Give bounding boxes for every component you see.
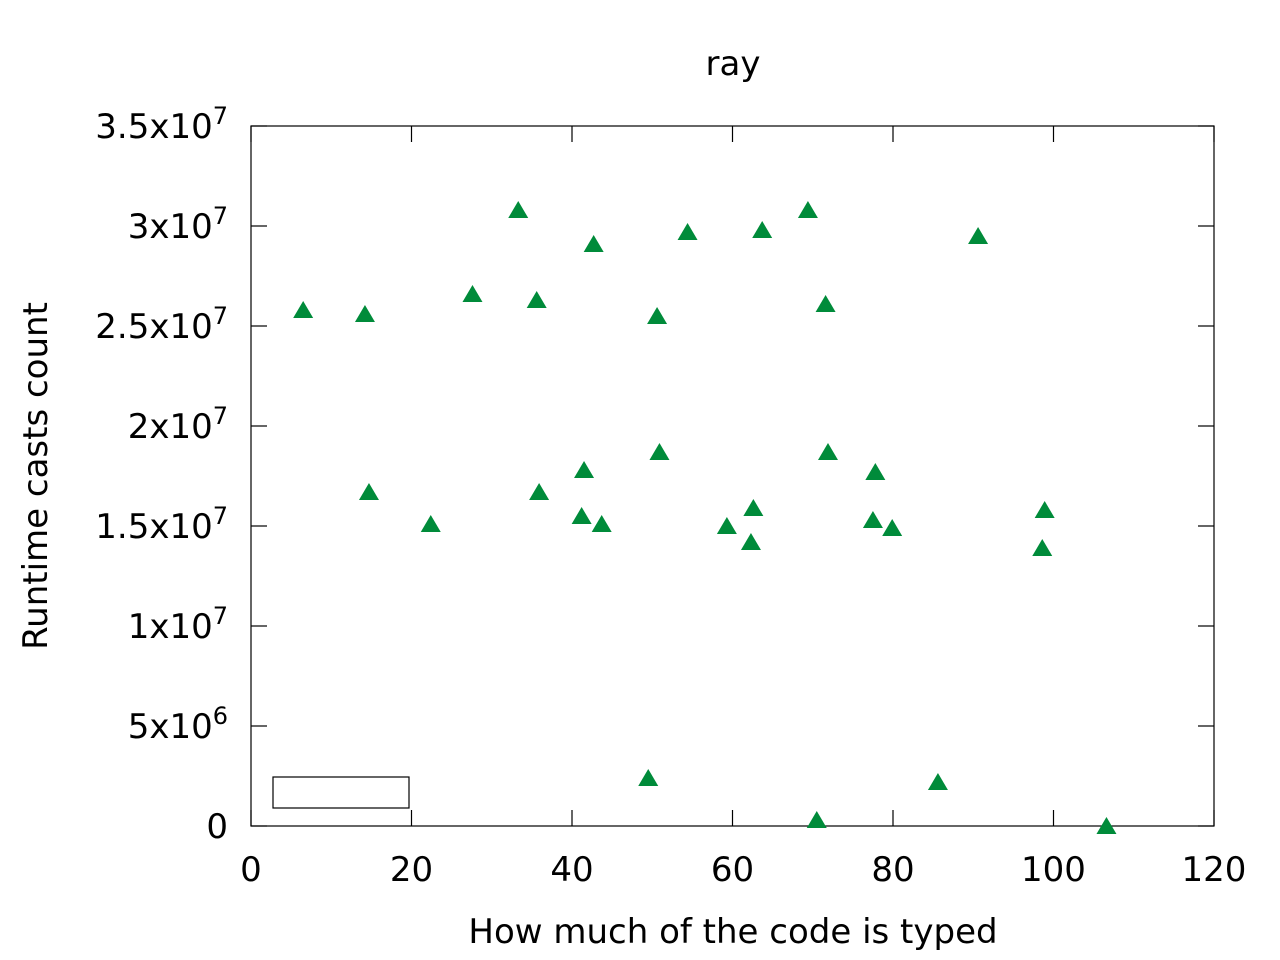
data-point <box>647 307 668 324</box>
data-point <box>420 515 441 532</box>
data-point <box>743 499 764 516</box>
data-point <box>882 519 903 536</box>
data-point <box>927 773 948 790</box>
data-point <box>815 295 836 312</box>
data-point <box>358 483 379 500</box>
y-tick-label: 3.5x107 <box>95 102 228 147</box>
data-points <box>293 201 1117 834</box>
y-tick-label: 2.5x107 <box>95 302 228 347</box>
data-point <box>817 443 838 460</box>
data-point <box>716 517 737 534</box>
data-point <box>571 507 592 524</box>
y-axis-label: Runtime casts count <box>16 302 56 650</box>
data-point <box>591 515 612 532</box>
y-tick-label: 5x106 <box>128 702 228 747</box>
y-tick-label: 1x107 <box>128 602 228 647</box>
data-point <box>649 443 670 460</box>
data-point <box>968 227 989 244</box>
x-axis: 0 20 40 60 80 100 120 <box>240 126 1246 890</box>
data-point <box>677 223 698 240</box>
data-point <box>293 301 314 318</box>
data-point <box>797 201 818 218</box>
data-point <box>574 461 595 478</box>
x-tick-label: 40 <box>550 850 593 890</box>
data-point <box>865 463 886 480</box>
data-point <box>529 483 550 500</box>
x-tick-label: 20 <box>390 850 433 890</box>
data-point <box>740 533 761 550</box>
data-point <box>1032 539 1053 556</box>
data-point <box>806 811 827 828</box>
x-tick-label: 60 <box>711 850 754 890</box>
data-point <box>508 201 529 218</box>
x-axis-label: How much of the code is typed <box>468 912 997 952</box>
data-point <box>1034 501 1055 518</box>
y-tick-label: 3x107 <box>128 202 228 247</box>
data-point <box>638 769 659 786</box>
y-tick-label: 0 <box>206 807 228 847</box>
data-point <box>1096 817 1117 834</box>
data-point <box>752 221 773 238</box>
y-tick-label: 1.5x107 <box>95 502 228 547</box>
chart-title: ray <box>706 44 761 84</box>
data-point <box>462 285 483 302</box>
data-point <box>526 291 547 308</box>
plot-frame <box>250 125 1215 827</box>
x-tick-label: 120 <box>1182 850 1247 890</box>
y-tick-label: 2x107 <box>128 402 228 447</box>
data-point <box>862 511 883 528</box>
data-point <box>583 235 604 252</box>
data-point <box>354 305 375 322</box>
x-tick-label: 80 <box>871 850 914 890</box>
x-tick-label: 100 <box>1021 850 1086 890</box>
x-tick-label: 0 <box>240 850 262 890</box>
legend-box <box>272 776 410 809</box>
y-axis: 0 5x106 1x107 1.5x107 2x107 2.5x107 3x107 3.5x1… <box>95 102 1214 847</box>
